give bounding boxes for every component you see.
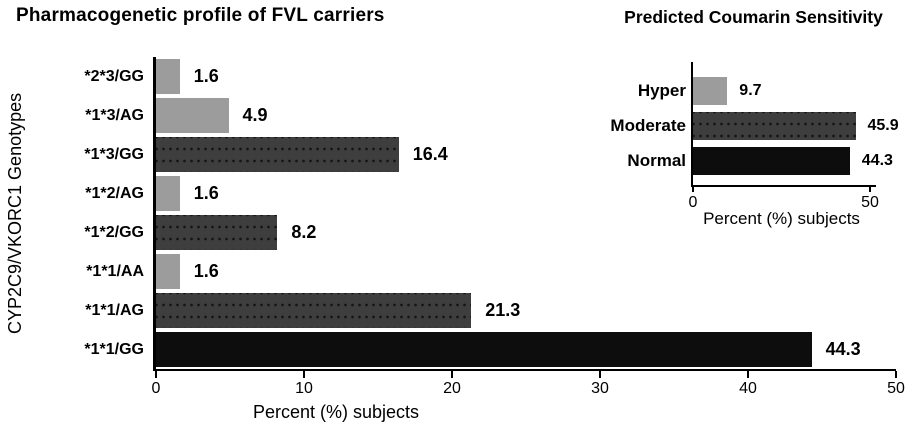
- category-label: *1*2/AG: [85, 185, 144, 202]
- category-label: *1*2/GG: [84, 224, 144, 241]
- category-label: *1*1/AG: [85, 302, 144, 319]
- bar-12AG: [156, 176, 180, 211]
- value-label: 45.9: [867, 117, 899, 134]
- x-tick: [303, 371, 305, 378]
- inset-plot-area: Hyper 9.7 Moderate 45.9 Normal 44.3 0 50: [610, 62, 899, 211]
- bar-11AG: [156, 293, 472, 328]
- x-tick: [155, 371, 157, 378]
- bar-Moderate: [693, 112, 856, 140]
- inset-x-axis-label: Percent (%) subjects: [703, 209, 860, 228]
- category-label: *1*1/AA: [86, 263, 144, 280]
- x-tick-label: 40: [739, 380, 757, 397]
- x-tick-label: 0: [151, 380, 161, 397]
- x-tick-label: 50: [861, 194, 879, 211]
- x-tick-label: 20: [443, 380, 461, 397]
- value-label: 21.3: [485, 300, 521, 320]
- main-plot-area: *2*3/GG 1.6 *1*3/AG 4.9 *1*3/GG 16.4 *1*2/AG 1.…: [84, 57, 905, 397]
- value-label: 16.4: [412, 144, 448, 164]
- x-tick: [747, 371, 749, 378]
- category-label: Normal: [627, 151, 686, 170]
- x-tick: [895, 371, 897, 378]
- bar-23GG: [156, 59, 180, 94]
- x-tick: [869, 187, 871, 192]
- main-y-axis-line: [153, 57, 156, 371]
- value-label: 8.2: [291, 222, 317, 242]
- inset-chart-title: Predicted Coumarin Sensitivity: [624, 7, 883, 27]
- value-label: 1.6: [193, 183, 219, 203]
- category-label: *2*3/GG: [84, 68, 144, 85]
- value-label: 1.6: [193, 66, 219, 86]
- value-label: 44.3: [861, 152, 893, 169]
- value-label: 44.3: [825, 339, 861, 359]
- category-label: *1*3/GG: [84, 146, 144, 163]
- bar-11GG: [156, 332, 812, 367]
- bar-12GG: [156, 215, 278, 250]
- x-tick-label: 10: [295, 380, 313, 397]
- value-label: 9.7: [739, 82, 762, 99]
- category-label: *1*3/AG: [85, 107, 144, 124]
- bar-13GG: [156, 137, 399, 172]
- inset-y-axis-line: [691, 62, 693, 187]
- x-tick-label: 50: [887, 380, 905, 397]
- x-tick-label: 30: [591, 380, 609, 397]
- category-label: *1*1/GG: [84, 341, 144, 358]
- category-label: Moderate: [610, 116, 686, 135]
- x-tick: [451, 371, 453, 378]
- category-label: Hyper: [637, 81, 686, 100]
- value-label: 1.6: [193, 261, 219, 281]
- main-x-axis-line: [153, 369, 896, 371]
- x-tick-label: 0: [688, 194, 698, 211]
- inset-x-axis-line: [691, 185, 876, 187]
- bar-Hyper: [693, 77, 728, 105]
- x-tick: [599, 371, 601, 378]
- bar-13AG: [156, 98, 229, 133]
- main-y-axis-label: CYP2C9/VKORC1 Genotypes: [5, 92, 25, 334]
- main-chart-title: Pharmacogenetic profile of FVL carriers: [16, 5, 385, 26]
- value-label: 4.9: [242, 105, 268, 125]
- x-tick: [692, 187, 694, 192]
- main-x-axis-label: Percent (%) subjects: [252, 402, 420, 422]
- bar-Normal: [693, 147, 850, 175]
- bar-11AA: [156, 254, 180, 289]
